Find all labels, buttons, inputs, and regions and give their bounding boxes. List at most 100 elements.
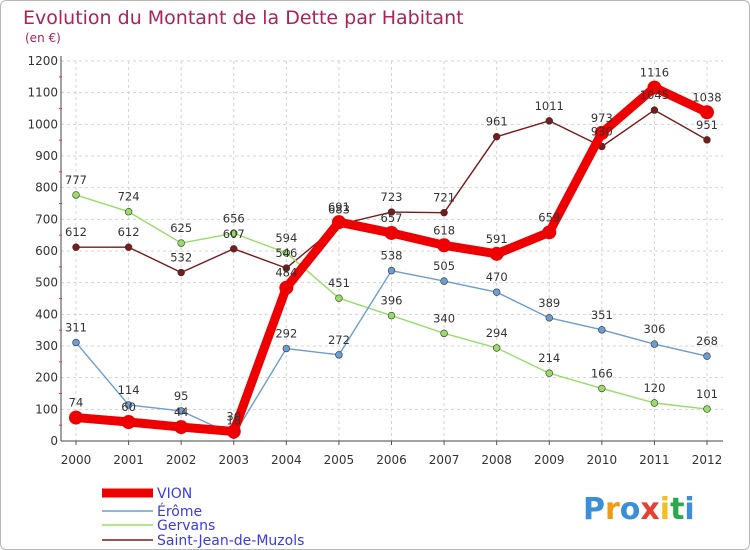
series-layer [69,80,714,439]
data-point [72,191,80,199]
x-tick-label: 2004 [271,453,302,467]
data-label: 306 [643,322,665,336]
data-point [230,245,238,253]
data-point [492,288,501,296]
x-tick-label: 2006 [376,453,407,467]
data-point [598,326,606,334]
x-tick-label: 2009 [534,453,565,467]
x-tick-label: 2008 [481,453,512,467]
data-label: 1045 [640,88,669,102]
y-tick-label: 300 [35,339,58,353]
data-label: 101 [696,387,718,401]
data-label: 951 [696,118,718,132]
data-label: 546 [275,246,297,260]
data-point [489,246,504,261]
data-point [226,424,241,439]
data-point [124,401,133,409]
data-point [335,351,343,359]
data-label: 18 [226,413,241,427]
data-label: 396 [381,294,403,308]
data-label: 484 [275,266,297,280]
y-tick-label: 200 [35,371,58,385]
data-point [230,229,238,237]
data-point [387,208,396,216]
data-label: 612 [118,225,140,239]
data-label: 625 [170,221,192,235]
data-label: 607 [223,227,245,241]
data-label: 591 [486,232,508,246]
data-label: 292 [275,327,297,341]
data-point [703,352,711,360]
data-label: 777 [65,173,87,187]
x-tick-label: 2001 [113,453,144,467]
data-label: 44 [174,405,189,419]
data-label: 311 [65,321,87,335]
chart-title: Evolution du Montant de la Dette par Hab… [23,7,464,29]
chart-subtitle: (en €) [25,31,61,45]
label-layer: 612 612 532 607 546 683 723 721 961 1011 930 1045 95… [65,66,722,428]
brand-letter: t [670,492,684,527]
data-point [335,294,343,302]
data-point [72,243,80,251]
data-label: 721 [433,191,455,205]
legend-label: VION [157,486,192,502]
y-tick-label: 1100 [27,86,58,100]
x-tick-label: 2002 [166,453,197,467]
data-label: 1038 [692,90,721,104]
data-label: 114 [118,383,140,397]
brand-letter: r [605,492,620,527]
y-tick-label: 400 [35,307,58,321]
x-tick-label: 2003 [218,453,249,467]
y-tick-label: 900 [35,149,58,163]
data-point [124,243,133,251]
data-point [387,266,396,275]
y-tick-label: 600 [35,244,58,258]
data-point [437,238,452,253]
data-label: 683 [328,203,350,217]
data-label: 691 [328,200,350,214]
data-label: 657 [381,211,403,225]
data-point [440,277,448,285]
data-label: 272 [328,333,350,347]
data-label: 294 [486,326,508,340]
data-label: 340 [433,311,455,325]
data-label: 60 [121,400,136,414]
data-point [545,369,553,377]
data-label: 723 [381,190,403,204]
data-point [174,420,189,435]
brand-letter: P [583,492,605,527]
y-tick-label: 1200 [27,54,58,68]
data-label: 930 [591,125,613,139]
data-point [594,125,609,140]
data-label: 1116 [640,66,669,80]
data-label: 724 [118,190,140,204]
data-point [650,340,659,348]
data-point [703,136,711,144]
brand-letter: i [684,492,694,527]
brand-wordmark: Proxiti [583,492,695,527]
y-tick-label: 500 [35,276,58,290]
data-point [279,280,294,295]
data-label: 973 [591,111,613,125]
data-point [492,132,501,141]
data-label: 961 [486,115,508,129]
data-label: 389 [538,296,560,310]
data-point [598,384,606,393]
x-tick-label: 2000 [61,453,92,467]
data-label: 532 [170,251,192,265]
data-point [177,239,185,247]
data-point [492,344,501,352]
data-point [282,264,291,272]
data-point [124,208,133,216]
data-point [121,415,136,429]
data-point [542,225,557,240]
data-point [545,314,553,322]
data-label: 95 [174,389,189,403]
x-tick-label: 2010 [587,453,618,467]
data-label: 538 [381,249,403,263]
data-label: 30 [226,410,241,424]
data-point [650,399,659,407]
data-label: 470 [486,270,508,284]
